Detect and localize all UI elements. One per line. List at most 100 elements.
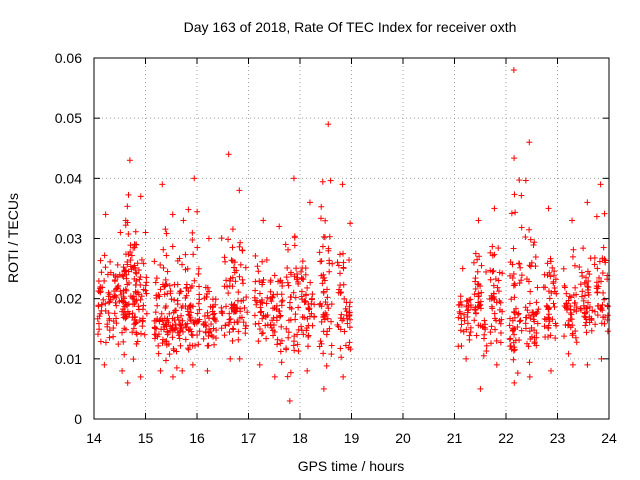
data-point: [226, 310, 233, 317]
data-point: [479, 323, 486, 330]
data-point: [114, 261, 121, 268]
data-point: [584, 283, 591, 290]
data-point: [139, 323, 146, 330]
data-point: [114, 284, 121, 291]
data-point: [531, 327, 538, 334]
data-point: [598, 278, 605, 285]
data-point: [284, 279, 291, 286]
data-point: [318, 203, 325, 210]
data-point: [252, 321, 259, 328]
data-point: [182, 324, 189, 331]
data-point: [269, 327, 276, 334]
data-point: [189, 303, 196, 310]
data-point: [162, 357, 169, 364]
data-point: [524, 307, 531, 314]
data-point: [322, 309, 329, 316]
data-point: [279, 297, 286, 304]
data-point: [304, 343, 311, 350]
data-point: [573, 304, 580, 311]
data-point: [236, 355, 243, 362]
data-point: [487, 249, 494, 256]
data-point: [522, 177, 529, 184]
data-point: [458, 321, 465, 328]
data-point: [195, 270, 202, 277]
data-point: [203, 293, 210, 300]
data-point: [305, 322, 312, 329]
data-point: [256, 290, 263, 297]
data-point: [152, 309, 159, 316]
data-point: [474, 268, 481, 275]
data-point: [308, 310, 315, 317]
data-point: [594, 312, 601, 319]
data-point: [298, 327, 305, 334]
data-point: [116, 271, 123, 278]
data-point: [223, 277, 230, 284]
data-point: [174, 281, 181, 288]
data-point: [260, 217, 267, 224]
data-point: [204, 367, 211, 374]
data-point: [568, 311, 575, 318]
data-point: [191, 277, 198, 284]
data-point: [229, 226, 236, 233]
data-point: [211, 314, 218, 321]
data-point: [458, 302, 465, 309]
data-point: [257, 304, 264, 311]
data-point: [97, 338, 104, 345]
data-point: [173, 364, 180, 371]
data-point: [457, 298, 464, 305]
data-point: [467, 329, 474, 336]
data-point: [189, 283, 196, 290]
data-point: [255, 320, 262, 327]
data-point: [106, 327, 113, 334]
data-point: [516, 177, 523, 184]
data-point: [269, 305, 276, 312]
data-point: [154, 302, 161, 309]
data-point: [196, 316, 203, 323]
data-point: [113, 302, 120, 309]
data-point: [302, 291, 309, 298]
data-point: [226, 316, 233, 323]
data-point: [169, 243, 176, 250]
data-point: [208, 321, 215, 328]
data-point: [573, 339, 580, 346]
data-point: [495, 277, 502, 284]
data-point: [166, 310, 173, 317]
data-point: [324, 286, 331, 293]
data-point: [570, 246, 577, 253]
data-point: [155, 350, 162, 357]
data-point: [573, 291, 580, 298]
data-point: [162, 304, 169, 311]
data-point: [324, 315, 331, 322]
data-point: [514, 323, 521, 330]
data-point: [269, 294, 276, 301]
data-point: [175, 332, 182, 339]
data-point: [585, 284, 592, 291]
data-point: [326, 233, 333, 240]
data-point: [285, 329, 292, 336]
data-point: [196, 283, 203, 290]
data-point: [286, 397, 293, 404]
data-point: [100, 296, 107, 303]
data-point: [518, 327, 525, 334]
data-point: [122, 326, 129, 333]
data-point: [195, 341, 202, 348]
data-point: [212, 296, 219, 303]
data-point: [457, 327, 464, 334]
data-point: [497, 320, 504, 327]
data-point: [162, 338, 169, 345]
data-point: [139, 315, 146, 322]
data-point: [464, 313, 471, 320]
data-point: [178, 304, 185, 311]
data-point: [551, 272, 558, 279]
data-point: [299, 258, 306, 265]
data-point: [326, 257, 333, 264]
data-point: [552, 320, 559, 327]
data-point: [285, 334, 292, 341]
data-point: [316, 249, 323, 256]
data-point: [586, 313, 593, 320]
data-point: [591, 261, 598, 268]
data-point: [176, 255, 183, 262]
data-point: [300, 331, 307, 338]
data-point: [548, 289, 555, 296]
data-point: [334, 321, 341, 328]
